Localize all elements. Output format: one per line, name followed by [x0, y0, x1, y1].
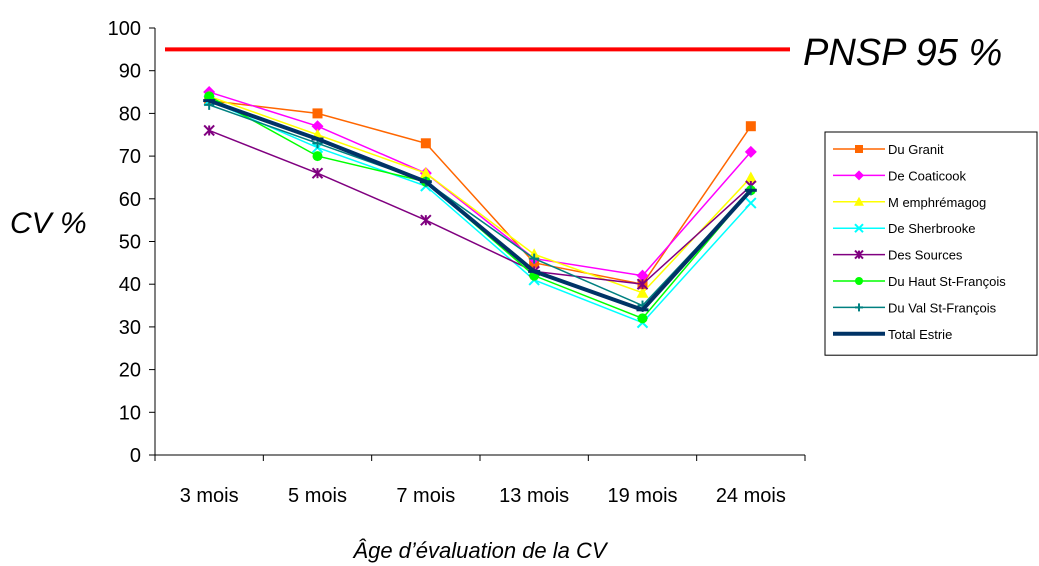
data-point [854, 170, 864, 181]
y-tick-label: 60 [119, 189, 141, 211]
series-layer [203, 86, 757, 329]
data-point [745, 197, 757, 209]
data-point [528, 269, 541, 273]
data-point [744, 171, 757, 183]
series-2 [203, 86, 757, 282]
series-line [208, 91, 752, 277]
series-line [209, 99, 752, 286]
data-point [203, 99, 216, 103]
legend-label: Du Haut St-François [888, 274, 1006, 289]
legend-item: Des Sources [833, 248, 963, 263]
data-point [636, 308, 649, 312]
y-tick-label: 40 [119, 274, 141, 296]
x-axis-label: Âge d’évaluation de la CV [352, 538, 608, 563]
data-point [419, 180, 432, 184]
data-point [419, 167, 432, 179]
y-tick-label: 80 [119, 103, 141, 125]
data-point [204, 91, 215, 102]
series-line [208, 98, 753, 313]
data-point [636, 269, 649, 282]
y-tick-label: 20 [119, 360, 141, 382]
data-point [855, 303, 863, 312]
data-point [311, 120, 324, 133]
data-point [745, 121, 756, 132]
data-point [744, 188, 757, 192]
legend-label: Des Sources [888, 248, 963, 263]
data-point [420, 138, 431, 149]
x-tick-label: 3 mois [180, 485, 239, 507]
y-tick-label: 50 [119, 232, 141, 254]
data-point [854, 332, 864, 336]
data-point [312, 108, 323, 119]
legend-item: Du Val St-François [833, 300, 997, 315]
reference-label: PNSP 95 % [803, 32, 1002, 74]
x-tick-label: 24 mois [716, 485, 786, 507]
y-tick-label: 0 [130, 445, 141, 467]
data-point [636, 278, 649, 290]
series-line [208, 99, 752, 324]
marker-stroke [854, 223, 864, 233]
data-point [744, 145, 757, 158]
marker-stroke [745, 197, 757, 209]
legend-label: Du Granit [888, 142, 944, 157]
data-point [529, 253, 540, 264]
data-point [855, 277, 863, 285]
y-tick-label: 90 [119, 61, 141, 83]
legend-item: Du Granit [833, 142, 944, 157]
data-point [636, 286, 649, 298]
series-5 [203, 124, 757, 290]
data-point [311, 167, 324, 179]
x-tick-label: 5 mois [288, 485, 347, 507]
series-8 [203, 98, 757, 313]
x-tick-label: 19 mois [607, 485, 677, 507]
series-line [208, 95, 752, 294]
reference-layer: PNSP 95 % [165, 32, 1002, 74]
x-axis-ticks: 3 mois 5 mois 7 mois 13 mois 19 mois 24 mois [154, 455, 806, 507]
series-line [208, 129, 752, 285]
legend-item: Du Haut St-François [833, 274, 1006, 289]
legend-label: M emphrémagog [888, 195, 986, 210]
data-point [312, 151, 323, 162]
legend-item: Total Estrie [833, 327, 952, 342]
legend-label: De Coaticook [888, 168, 967, 183]
data-point [855, 145, 863, 153]
legend: Du Granit De Coaticook M emphrémagog De She… [824, 131, 1038, 356]
legend-label: Du Val St-François [888, 300, 997, 315]
legend-label: De Sherbrooke [888, 221, 975, 236]
data-point [311, 137, 324, 141]
legend-item: De Coaticook [833, 168, 967, 183]
legend-label: Total Estrie [888, 327, 952, 342]
x-tick-label: 7 mois [396, 485, 455, 507]
series-3 [203, 90, 757, 298]
y-axis-ticks: 0 10 20 30 40 50 60 70 80 90 100 [108, 18, 155, 467]
data-point [854, 223, 864, 233]
y-axis-label: CV % [10, 207, 87, 240]
data-point [637, 313, 648, 324]
data-point [854, 196, 864, 206]
data-point [420, 214, 432, 226]
legend-box [824, 131, 1038, 356]
x-tick-label: 13 mois [499, 485, 569, 507]
legend-item: M emphrémagog [833, 195, 986, 210]
y-tick-label: 100 [108, 18, 141, 40]
y-tick-label: 10 [119, 402, 141, 424]
data-point [854, 249, 864, 260]
series-line [208, 104, 752, 307]
legend-item: De Sherbrooke [833, 221, 975, 236]
y-tick-label: 30 [119, 317, 141, 339]
data-point [203, 124, 215, 137]
series-4 [203, 94, 757, 329]
y-tick-label: 70 [119, 146, 141, 168]
